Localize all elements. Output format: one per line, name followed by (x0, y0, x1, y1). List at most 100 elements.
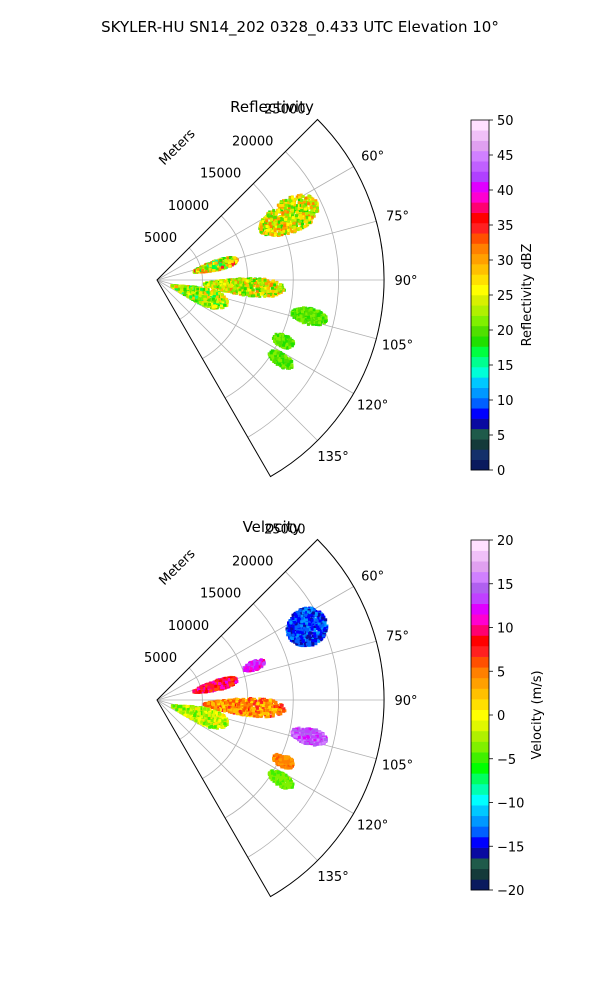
reflectivity-colorbar-swatch (471, 418, 489, 430)
velocity-echo-pixel (300, 631, 304, 635)
velocity-echo-pixel (215, 678, 219, 682)
reflectivity-colorbar-tick-label: 50 (497, 114, 514, 129)
reflectivity-echo-pixel (211, 266, 215, 269)
reflectivity-echo-pixel (274, 290, 278, 294)
reflectivity-echo-pixel (273, 283, 277, 287)
reflectivity-echo-pixel (233, 279, 237, 283)
reflectivity-echo-pixel (308, 216, 312, 220)
reflectivity-echo-pixel (218, 286, 222, 290)
velocity-echo-pixel (318, 630, 322, 634)
reflectivity-echo-pixel (191, 288, 195, 292)
reflectivity-echo-pixel (312, 204, 316, 208)
reflectivity-colorbar-swatch (471, 367, 489, 378)
reflectivity-colorbar-swatch (471, 212, 489, 224)
reflectivity-colorbar-swatch (471, 325, 489, 337)
reflectivity-echo-pixel (276, 355, 280, 359)
reflectivity-echo-pixel (322, 313, 326, 317)
reflectivity-echo-pixel (279, 283, 283, 287)
reflectivity-echo-pixel (301, 210, 305, 214)
reflectivity-echo-pixel (278, 205, 282, 209)
reflectivity-echo-pixel (281, 353, 285, 357)
reflectivity-echo-pixel (209, 281, 213, 285)
velocity-colorbar-label: Velocity (m/s) (530, 670, 545, 759)
reflectivity-echo-pixel (269, 293, 273, 296)
reflectivity-echo-pixel (308, 220, 312, 224)
reflectivity-echo-pixel (296, 217, 300, 221)
reflectivity-echo-pixel (231, 289, 235, 293)
reflectivity-azimuth-tick-label: 60° (361, 150, 384, 165)
velocity-echo-pixel (234, 680, 238, 684)
reflectivity-echo-pixel (281, 288, 285, 292)
velocity-echo-pixel (304, 607, 308, 611)
reflectivity-echo-pixel (219, 280, 223, 284)
reflectivity-echo-pixel (214, 279, 218, 283)
reflectivity-echo-pixel (220, 295, 224, 299)
reflectivity-echo-pixel (307, 206, 311, 210)
velocity-echo-pixel (209, 689, 213, 693)
reflectivity-echo-pixel (225, 284, 229, 288)
reflectivity-azimuth-tick-label: 120° (357, 399, 388, 414)
reflectivity-colorbar-tick-label: 45 (497, 149, 514, 164)
reflectivity-echo-pixel (249, 284, 253, 288)
reflectivity-echo-pixel (248, 284, 251, 288)
reflectivity-echo-pixel (297, 309, 301, 313)
velocity-echo-pixel (309, 631, 313, 635)
reflectivity-echo-pixel (225, 281, 229, 285)
reflectivity-echo-pixel (300, 307, 303, 311)
reflectivity-echo-pixel (210, 299, 214, 303)
reflectivity-echo-pixel (286, 360, 290, 364)
reflectivity-echo-pixel (197, 294, 200, 298)
reflectivity-echo-pixel (248, 279, 251, 283)
reflectivity-echo-pixel (284, 218, 288, 221)
reflectivity-echo-pixel (314, 199, 318, 203)
reflectivity-echo-pixel (204, 266, 208, 270)
reflectivity-echo-pixel (311, 197, 315, 201)
reflectivity-echo-pixel (291, 214, 294, 218)
velocity-echo-pixel (320, 626, 324, 630)
velocity-echo-pixel (315, 618, 319, 622)
reflectivity-colorbar-label: Reflectivity dBZ (520, 244, 535, 347)
reflectivity-echo-pixel (288, 227, 292, 231)
reflectivity-echo-pixel (207, 298, 211, 302)
reflectivity-echo-pixel (276, 337, 280, 341)
reflectivity-echo-pixel (179, 286, 183, 290)
velocity-echo-pixel (314, 637, 317, 641)
reflectivity-echo-pixel (243, 290, 246, 294)
reflectivity-echo-pixel (287, 209, 290, 213)
reflectivity-echo-pixel (208, 303, 211, 306)
reflectivity-echo-pixel (317, 312, 321, 316)
velocity-echo-pixel (314, 639, 318, 643)
reflectivity-echo-pixel (286, 366, 289, 370)
velocity-echo-pixel (300, 617, 304, 621)
reflectivity-echo-pixel (298, 219, 302, 223)
reflectivity-echo-pixel (290, 217, 294, 221)
reflectivity-echo-pixel (214, 305, 218, 309)
reflectivity-echo-pixel (291, 211, 295, 215)
reflectivity-radial-tick-label: 25000 (264, 102, 305, 117)
reflectivity-echo-pixel (284, 198, 288, 202)
reflectivity-echo-pixel (285, 335, 289, 339)
reflectivity-echo-pixel (267, 231, 271, 235)
velocity-echo-pixel (293, 620, 297, 624)
reflectivity-echo-pixel (283, 345, 287, 349)
reflectivity-echo-pixel (241, 291, 245, 295)
velocity-echo-pixel (289, 631, 293, 635)
reflectivity-echo-pixel (299, 314, 303, 318)
reflectivity-echo-pixel (256, 284, 259, 288)
reflectivity-echo-pixel (232, 262, 235, 266)
reflectivity-echo-pixel (223, 282, 227, 286)
reflectivity-echo-pixel (240, 286, 244, 290)
reflectivity-echo-pixel (196, 267, 200, 271)
reflectivity-echo-pixel (264, 215, 268, 219)
reflectivity-colorbar-swatch (471, 264, 489, 275)
velocity-echo-pixel (230, 676, 234, 680)
reflectivity-echo-pixel (234, 290, 238, 294)
velocity-echo-pixel (297, 612, 301, 616)
velocity-echo-pixel (208, 681, 212, 685)
reflectivity-echo-pixel (274, 335, 277, 339)
reflectivity-radial-tick-label: 20000 (232, 135, 273, 150)
reflectivity-echo-pixel (288, 196, 292, 200)
reflectivity-echo-pixel (244, 292, 247, 296)
velocity-echo-pixel (251, 661, 255, 665)
